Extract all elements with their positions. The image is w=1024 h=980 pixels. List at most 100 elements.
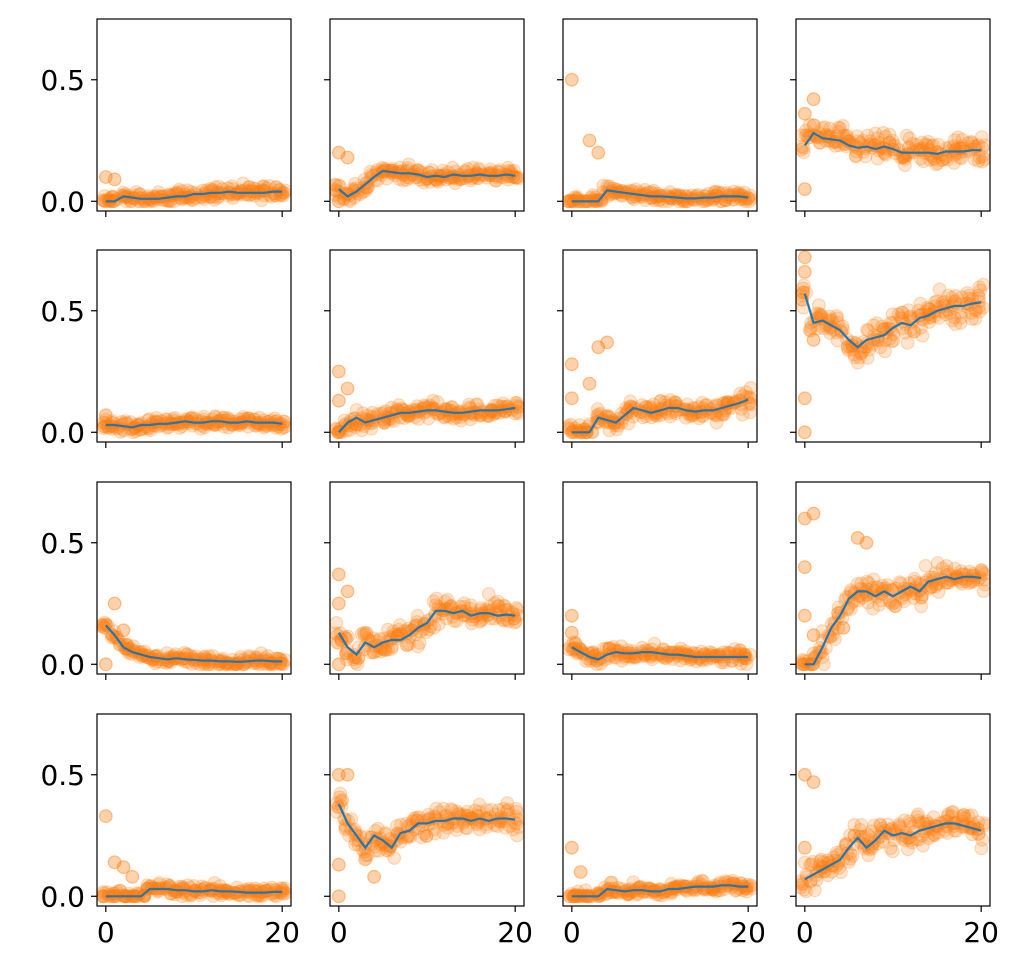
scatter-point	[952, 297, 967, 311]
scatter-point	[190, 414, 205, 428]
scatter-point	[944, 809, 959, 823]
panel-r0-c0: 0.0 0.5	[40, 18, 292, 218]
mean-line	[571, 398, 749, 434]
scatter-point	[738, 648, 753, 662]
y-tick-label: 0.5	[40, 527, 85, 560]
scatter-point	[600, 179, 615, 194]
scatter-point	[630, 882, 645, 896]
scatter-point	[968, 311, 983, 326]
scatter-point	[931, 585, 946, 599]
scatter-point	[330, 177, 342, 192]
scatter-point	[170, 884, 185, 899]
scatter-point	[167, 411, 182, 425]
scatter-point	[668, 399, 683, 414]
scatter-point	[167, 887, 182, 902]
scatter-point	[628, 182, 643, 197]
scatter-point	[895, 305, 909, 320]
scatter-point	[966, 574, 981, 589]
scatter-point	[173, 191, 188, 206]
scatter-point	[565, 642, 580, 656]
scatter-point	[216, 419, 231, 434]
scatter-point	[804, 857, 819, 872]
scatter-point	[866, 318, 881, 333]
scatter-point	[269, 180, 284, 195]
scatter-point	[348, 420, 363, 435]
scatter-point	[469, 166, 484, 181]
mean-line	[571, 646, 749, 661]
scatter-point	[361, 848, 375, 862]
scatter-point	[840, 128, 854, 143]
scatter-point	[571, 424, 585, 439]
scatter-points	[563, 840, 757, 904]
scatter-point	[949, 146, 963, 161]
scatter-point	[97, 885, 111, 899]
scatter-point	[895, 305, 910, 320]
scatter-point	[822, 309, 837, 324]
scatter-point	[498, 821, 513, 835]
scatter-point	[803, 858, 817, 872]
scatter-point	[972, 280, 986, 295]
scatter-point	[359, 848, 373, 863]
scatter-point	[159, 880, 174, 895]
scatter-point	[260, 649, 275, 663]
scatter-point	[423, 398, 437, 413]
scatter-point	[641, 643, 655, 658]
scatter-point	[363, 170, 378, 185]
scatter-point	[928, 295, 942, 310]
scatter-point	[103, 626, 118, 641]
scatter-point	[419, 829, 434, 843]
scatter-point	[861, 576, 876, 590]
scatter-point	[449, 410, 464, 425]
scatter-point	[158, 412, 173, 427]
scatter-point	[918, 558, 933, 573]
scatter-point	[116, 185, 131, 200]
scatter-point	[141, 413, 155, 428]
scatter-point	[411, 639, 425, 654]
scatter-point	[825, 616, 839, 631]
scatter-point	[929, 157, 943, 172]
scatter-point	[126, 425, 141, 440]
scatter-point	[964, 312, 979, 327]
scatter-point	[273, 657, 288, 672]
scatter-point	[866, 832, 881, 846]
scatter-point	[464, 616, 479, 631]
scatter-point	[678, 410, 693, 425]
scatter-point	[646, 397, 661, 412]
x-tick-label: 0	[330, 916, 348, 949]
scatter-point	[829, 309, 844, 323]
y-tick-label: 0.5	[40, 295, 85, 328]
scatter-point	[422, 622, 436, 637]
mean-line	[337, 803, 516, 850]
panel-r3-c2: 0 20	[557, 713, 766, 949]
scatter-point	[225, 417, 240, 431]
plot-layer: 0.0 0.5 0.0 0.5 0.0 0.5 0 20 0.0 0.5 0 20 0 20 0 20	[40, 18, 999, 949]
panel-r1-c3	[790, 249, 991, 448]
scatter-point	[611, 644, 625, 658]
scatter-point	[797, 425, 812, 440]
scatter-point	[867, 818, 881, 833]
scatter-point	[971, 827, 986, 842]
scatter-point	[407, 822, 422, 837]
scatter-point	[713, 883, 728, 898]
scatter-point	[484, 802, 499, 817]
scatter-point	[670, 646, 685, 660]
scatter-point	[953, 316, 968, 330]
scatter-point	[733, 386, 748, 401]
scatter-point	[840, 341, 855, 356]
scatter-point	[339, 646, 353, 661]
scatter-point	[428, 405, 442, 420]
scatter-point	[565, 423, 580, 438]
scatter-point	[386, 624, 401, 639]
scatter-point	[910, 809, 925, 824]
scatter-point	[258, 417, 273, 432]
scatter-point	[458, 821, 473, 835]
scatter-point	[401, 637, 416, 651]
scatter-point	[806, 333, 821, 347]
scatter-point	[836, 852, 851, 866]
mean-line	[105, 190, 283, 203]
scatter-point	[905, 835, 919, 850]
scatter-point	[807, 883, 822, 898]
scatter-point	[698, 398, 713, 413]
scatter-point	[367, 869, 382, 884]
scatter-point	[870, 151, 885, 166]
